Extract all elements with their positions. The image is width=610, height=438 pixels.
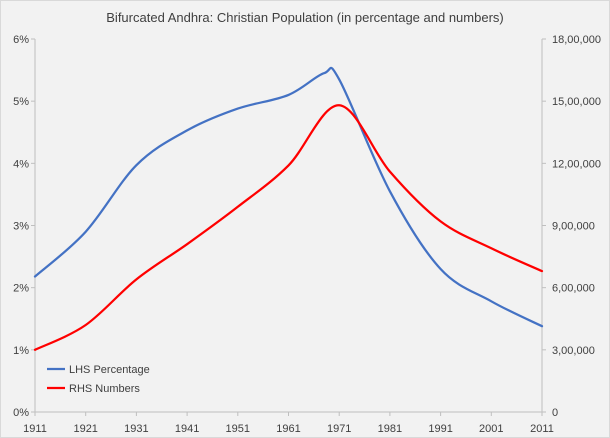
right-axis-tick-label: 3,00,000 (552, 345, 595, 357)
x-axis-tick-label: 1951 (226, 423, 250, 435)
left-axis-tick-label: 5% (13, 96, 29, 108)
x-axis-tick-label: 1931 (124, 423, 148, 435)
series-line-lhs-percentage (33, 66, 544, 328)
right-axis-tick-label: 18,00,000 (552, 34, 601, 46)
x-axis-tick-label: 2001 (479, 423, 503, 435)
x-axis-tick-label: 1981 (378, 423, 402, 435)
right-axis-tick-label: 9,00,000 (552, 221, 595, 233)
chart-title: Bifurcated Andhra: Christian Population … (106, 10, 503, 25)
legend-item-label: LHS Percentage (69, 364, 150, 376)
series-line-rhs-numbers (33, 104, 544, 351)
x-axis-tick-label: 1941 (175, 423, 199, 435)
x-axis-tick-label: 1991 (428, 423, 452, 435)
left-axis-tick-label: 2% (13, 283, 29, 295)
right-axis-tick-label: 15,00,000 (552, 96, 601, 108)
left-axis-tick-label: 1% (13, 345, 29, 357)
x-axis-tick-label: 1911 (23, 423, 47, 435)
axes: 0% 1% 2% 3% 4% 5% 6% 0 3,00,000 6,00,000 9,00,000 1… (13, 34, 601, 435)
right-axis-tick-label: 12,00,000 (552, 158, 601, 170)
legend: LHS Percentage RHS Numbers (47, 364, 150, 395)
x-axis-tick-label: 1971 (327, 423, 351, 435)
left-axis-tick-label: 3% (13, 221, 29, 233)
x-axis-tick-label: 1921 (73, 423, 97, 435)
left-axis-tick-label: 4% (13, 158, 29, 170)
right-axis-tick-label: 0 (552, 407, 558, 419)
series-lines (33, 66, 544, 351)
left-axis-tick-label: 6% (13, 34, 29, 46)
x-axis-tick-label: 2011 (530, 423, 554, 435)
x-axis-tick-label: 1961 (276, 423, 300, 435)
legend-item-label: RHS Numbers (69, 383, 140, 395)
left-axis-tick-label: 0% (13, 407, 29, 419)
right-axis-tick-label: 6,00,000 (552, 283, 595, 295)
